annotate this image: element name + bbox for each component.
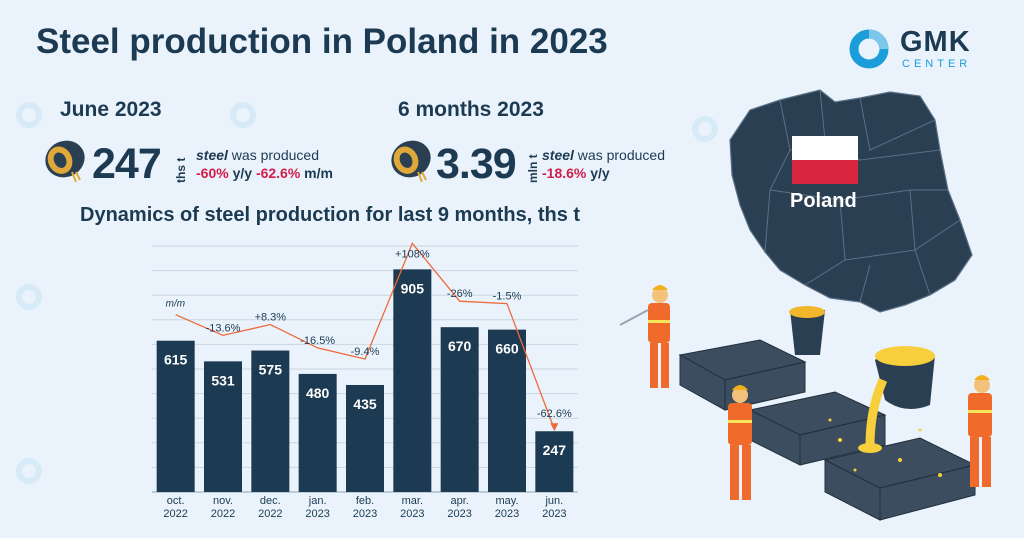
x-tick-label: 2023 bbox=[305, 508, 329, 520]
trend-arrowhead bbox=[550, 423, 559, 432]
bar-value-label: 575 bbox=[259, 362, 283, 378]
logo-ring-icon bbox=[849, 29, 889, 69]
change-label: -16.5% bbox=[300, 335, 335, 347]
watermark-logo-icon bbox=[16, 284, 42, 310]
kpi-change: -60% y/y -62.6% m/m bbox=[196, 165, 333, 181]
kpi-heading: June 2023 bbox=[60, 98, 162, 121]
watermark-logo-icon bbox=[230, 102, 256, 128]
x-tick-label: 2022 bbox=[211, 508, 235, 520]
change-label: -13.6% bbox=[206, 322, 241, 334]
logo-sub: CENTER bbox=[902, 58, 972, 70]
x-tick-label: mar. bbox=[402, 495, 423, 507]
trend-line bbox=[175, 242, 555, 430]
x-tick-label: 2023 bbox=[542, 508, 566, 520]
kpi-unit: mln t bbox=[526, 154, 540, 183]
x-tick-label: may. bbox=[495, 495, 518, 507]
x-tick-label: nov. bbox=[213, 495, 233, 507]
bar-value-label: 660 bbox=[495, 341, 519, 357]
kpi-change-yy-unit: y/y bbox=[586, 165, 610, 181]
change-header-label: m/m bbox=[166, 299, 185, 310]
change-label: +108% bbox=[395, 248, 430, 260]
logo-word: GMK bbox=[900, 26, 971, 58]
worker-right bbox=[968, 375, 992, 487]
bar-value-label: 480 bbox=[306, 385, 330, 401]
chart-title: Dynamics of steel production for last 9 … bbox=[80, 204, 581, 226]
bar bbox=[204, 361, 242, 492]
watermark-logo-icon bbox=[692, 116, 718, 142]
bar bbox=[156, 340, 195, 492]
kpi-label-rest: was produced bbox=[227, 147, 319, 163]
kpi-label: steel was produced bbox=[542, 147, 665, 163]
kpi-value: 3.39 bbox=[436, 140, 517, 188]
bar-value-label: 247 bbox=[543, 442, 567, 458]
x-tick-label: jun. bbox=[544, 495, 563, 507]
bar-chart: 615oct.2022531nov.2022575dec.2022480jan.… bbox=[152, 242, 578, 520]
kpi-heading: 6 months 2023 bbox=[398, 98, 544, 121]
x-tick-label: jan. bbox=[308, 495, 327, 507]
gmk-center-logo: GMK CENTER bbox=[848, 26, 998, 72]
bar-value-label: 905 bbox=[401, 280, 425, 296]
worker-left bbox=[619, 285, 670, 388]
x-tick-label: oct. bbox=[167, 495, 185, 507]
kpi-change-yy: -18.6% bbox=[542, 165, 587, 181]
change-label: +8.3% bbox=[255, 312, 287, 324]
x-tick-label: feb. bbox=[356, 495, 374, 507]
kpi-label-em: steel bbox=[196, 147, 228, 163]
change-label: -26% bbox=[447, 288, 473, 300]
kpi-value: 247 bbox=[92, 140, 162, 188]
kpi-label-rest: was produced bbox=[573, 147, 665, 163]
poland-flag-icon bbox=[792, 136, 858, 184]
x-tick-label: dec. bbox=[260, 495, 281, 507]
steel-plant-illustration bbox=[619, 285, 992, 521]
steel-coil-icon bbox=[391, 140, 431, 182]
change-label: -9.4% bbox=[351, 346, 380, 358]
change-label: -1.5% bbox=[493, 291, 522, 303]
bar-value-label: 435 bbox=[353, 396, 377, 412]
bar bbox=[440, 327, 479, 492]
steel-coil-icon bbox=[45, 140, 85, 182]
bar bbox=[535, 431, 574, 492]
bar bbox=[346, 384, 384, 492]
x-tick-label: 2023 bbox=[353, 508, 377, 520]
x-tick-label: 2023 bbox=[447, 508, 471, 520]
kpi-change-yy: -60% bbox=[196, 165, 229, 181]
bar bbox=[251, 350, 290, 492]
x-tick-label: 2022 bbox=[163, 508, 187, 520]
x-tick-label: apr. bbox=[450, 495, 468, 507]
worker-center bbox=[728, 385, 752, 500]
kpi-unit: ths t bbox=[174, 157, 188, 183]
kpi-change-mm: -62.6% bbox=[255, 165, 301, 181]
x-tick-label: 2022 bbox=[258, 508, 282, 520]
bar-value-label: 670 bbox=[448, 338, 472, 354]
kpi-label-em: steel bbox=[542, 147, 574, 163]
watermark-logo-icon bbox=[16, 458, 42, 484]
kpi-change: -18.6% y/y bbox=[542, 165, 610, 181]
kpi-change-yy-unit: y/y bbox=[228, 165, 256, 181]
mold-blocks bbox=[678, 339, 977, 521]
x-tick-label: 2023 bbox=[400, 508, 424, 520]
bar bbox=[488, 329, 526, 492]
x-tick-label: 2023 bbox=[495, 508, 519, 520]
bar bbox=[393, 269, 432, 492]
map-label: Poland bbox=[790, 190, 857, 212]
kpi-label: steel was produced bbox=[196, 147, 319, 163]
bar-value-label: 615 bbox=[164, 352, 188, 368]
change-label: -62.6% bbox=[537, 408, 572, 420]
watermark-logo-icon bbox=[16, 102, 42, 128]
bar-value-label: 531 bbox=[211, 372, 235, 388]
page-title: Steel production in Poland in 2023 bbox=[36, 22, 608, 61]
bar bbox=[298, 373, 337, 492]
kpi-change-mm-unit: m/m bbox=[300, 165, 333, 181]
